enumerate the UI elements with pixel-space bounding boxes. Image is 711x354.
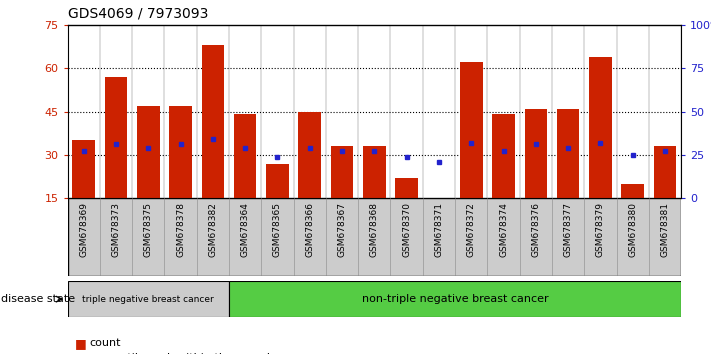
Bar (137, 106, 159, 198)
Bar (100, 25, 132, 198)
Bar (229, 281, 681, 317)
Bar (68, 281, 229, 317)
Text: GSM678369: GSM678369 (79, 202, 88, 257)
Bar (266, 164, 289, 198)
Bar (105, 77, 127, 198)
Bar (299, 112, 321, 198)
Bar (621, 184, 644, 198)
Text: ■: ■ (75, 351, 87, 354)
Bar (169, 106, 192, 198)
Bar (358, 25, 390, 198)
Bar (331, 146, 353, 198)
Text: GSM678381: GSM678381 (661, 202, 670, 257)
Bar (229, 25, 262, 198)
Text: non-triple negative breast cancer: non-triple negative breast cancer (362, 294, 548, 304)
Text: GSM678366: GSM678366 (305, 202, 314, 257)
Bar (201, 45, 224, 198)
Bar (234, 114, 257, 198)
Text: GSM678373: GSM678373 (112, 202, 120, 257)
Text: GSM678372: GSM678372 (466, 202, 476, 257)
Bar (460, 62, 483, 198)
Text: GSM678374: GSM678374 (499, 202, 508, 257)
Bar (294, 25, 326, 198)
Bar (492, 114, 515, 198)
Bar (487, 25, 520, 198)
Bar (132, 25, 164, 198)
Text: GSM678367: GSM678367 (338, 202, 346, 257)
Bar (589, 57, 611, 198)
Bar (326, 25, 358, 198)
Bar (520, 25, 552, 198)
Bar (616, 25, 649, 198)
Text: GSM678380: GSM678380 (629, 202, 637, 257)
Bar (262, 25, 294, 198)
Bar (455, 25, 487, 198)
Text: count: count (89, 338, 120, 348)
Text: triple negative breast cancer: triple negative breast cancer (82, 295, 214, 304)
Text: GSM678376: GSM678376 (531, 202, 540, 257)
Text: percentile rank within the sample: percentile rank within the sample (89, 353, 277, 354)
Text: GSM678368: GSM678368 (370, 202, 379, 257)
Text: GSM678378: GSM678378 (176, 202, 185, 257)
Bar (395, 178, 418, 198)
Text: GDS4069 / 7973093: GDS4069 / 7973093 (68, 7, 208, 21)
Bar (68, 25, 100, 198)
Text: GSM678375: GSM678375 (144, 202, 153, 257)
Text: GSM678371: GSM678371 (434, 202, 444, 257)
Text: GSM678370: GSM678370 (402, 202, 411, 257)
Bar (423, 25, 455, 198)
Bar (197, 25, 229, 198)
Text: GSM678379: GSM678379 (596, 202, 605, 257)
Text: disease state: disease state (1, 294, 75, 304)
Bar (73, 141, 95, 198)
Bar (363, 146, 385, 198)
Text: GSM678365: GSM678365 (273, 202, 282, 257)
Text: GSM678377: GSM678377 (564, 202, 572, 257)
Bar (557, 109, 579, 198)
Bar (390, 25, 423, 198)
Bar (164, 25, 197, 198)
Bar (584, 25, 616, 198)
Text: ■: ■ (75, 337, 87, 350)
Text: GSM678364: GSM678364 (240, 202, 250, 257)
Bar (552, 25, 584, 198)
Text: GSM678382: GSM678382 (208, 202, 218, 257)
Bar (649, 25, 681, 198)
Bar (653, 146, 676, 198)
Bar (525, 109, 547, 198)
